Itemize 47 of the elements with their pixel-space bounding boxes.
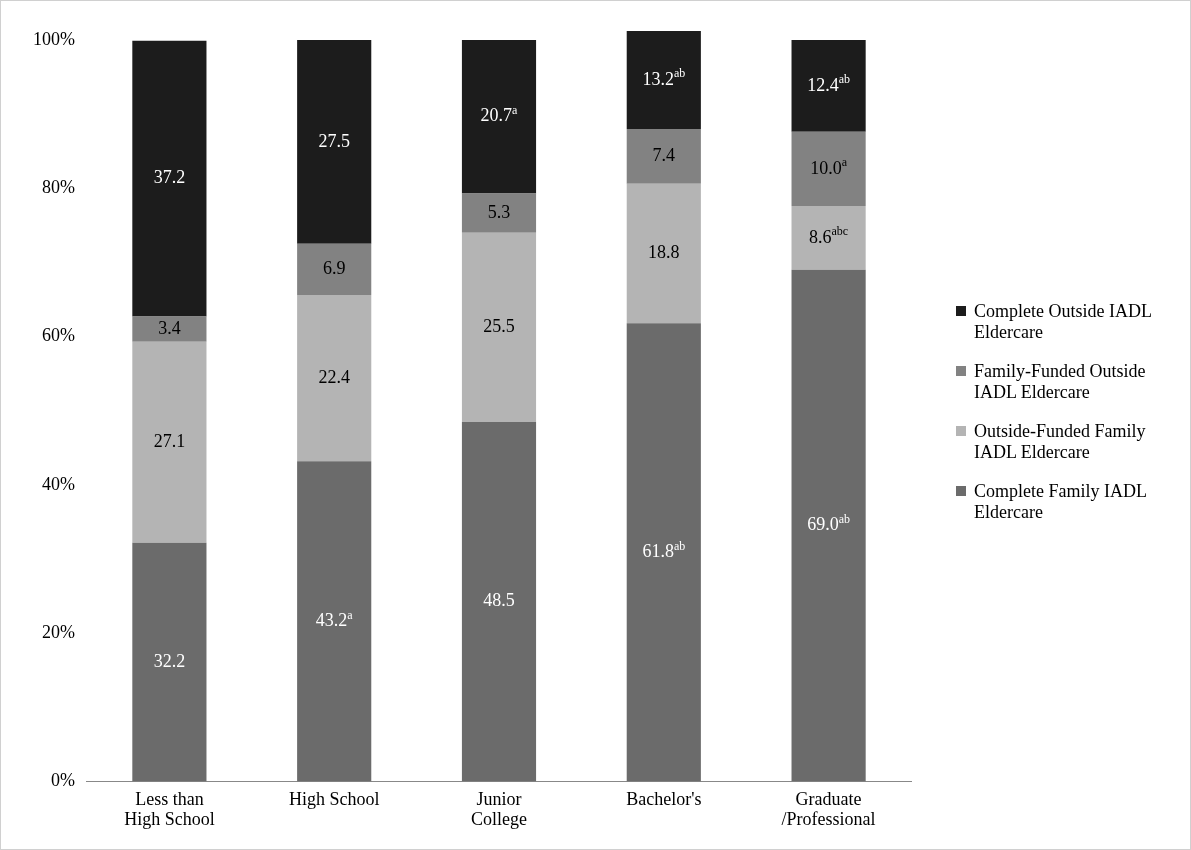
legend-label: Complete Outside IADL Eldercare [974,301,1153,343]
bar [791,206,866,270]
y-tick-label: 40% [41,473,75,494]
bar [461,39,537,194]
bar [132,542,207,782]
bar [791,269,866,782]
legend-label: Outside-Funded Family IADL Eldercare [974,421,1147,463]
y-tick-label: 0% [50,770,75,791]
y-tick-label: 100% [32,28,75,49]
data-label: 27.1 [153,431,186,452]
data-label: 6.9 [322,258,346,279]
y-tick-label: 80% [41,176,75,197]
x-tick-label: Bachelor's [626,788,702,809]
legend-label: Complete Family IADL Eldercare [974,481,1148,523]
legend-label: Family-Funded Outside IADL Eldercare [974,361,1147,403]
bar [461,193,537,233]
bar [297,39,372,244]
bar [132,341,207,543]
data-label: 32.2 [153,650,186,671]
bar [297,295,372,462]
x-tick-label: Graduate /Professional [781,788,876,830]
data-label: 3.4 [158,317,181,338]
x-tick-label: High School [288,788,380,809]
bar [626,128,701,184]
bar [626,323,701,782]
bar [132,316,207,342]
bar [626,183,701,324]
data-label: 5.3 [487,201,511,222]
bar [461,232,537,422]
x-tick-label: Less than High School [124,788,215,830]
data-label: 7.4 [652,145,676,166]
bar [297,461,372,782]
data-label: 27.5 [318,130,350,151]
data-label: 18.8 [648,242,680,263]
x-tick-label: Junior College [471,788,527,830]
bar [626,31,701,129]
bar [461,421,537,782]
data-label: 22.4 [318,366,350,387]
y-tick-label: 60% [41,325,75,346]
data-label: 37.2 [153,167,186,188]
bar [132,40,207,317]
data-label: 25.5 [483,316,515,337]
bar [791,131,866,207]
data-label: 48.5 [483,590,515,611]
bar [791,39,866,132]
y-tick-label: 20% [41,621,75,642]
bar [297,243,372,296]
